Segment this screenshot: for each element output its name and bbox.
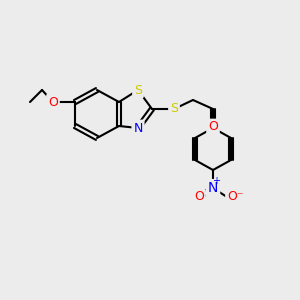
Text: O: O — [48, 95, 58, 109]
Text: S: S — [134, 83, 142, 97]
Text: O: O — [194, 190, 204, 203]
Text: O: O — [208, 121, 218, 134]
Text: +: + — [212, 176, 220, 186]
Text: O⁻: O⁻ — [227, 190, 244, 203]
Text: S: S — [170, 103, 178, 116]
Text: N: N — [133, 122, 143, 134]
Text: N: N — [208, 181, 218, 195]
